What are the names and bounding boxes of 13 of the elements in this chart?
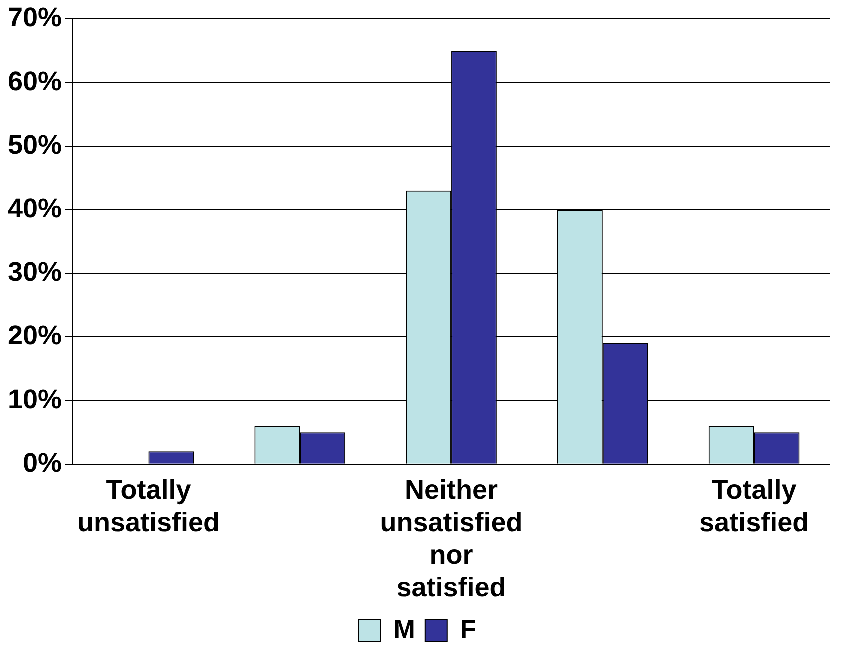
y-tick-label: 30% — [8, 257, 62, 288]
x-tick-label: Neither unsatisfied nor satisfied — [380, 475, 523, 602]
x-tick-label: Totally unsatisfied — [77, 475, 220, 538]
y-tick-label: 40% — [8, 193, 62, 224]
y-tick-label: 20% — [8, 320, 62, 351]
y-tick-label: 10% — [8, 384, 62, 414]
y-tick-label: 70% — [8, 2, 62, 33]
y-tick-label: 60% — [8, 66, 62, 96]
x-tick-label: Totally satisfied — [700, 475, 810, 538]
legend-label: M — [394, 614, 416, 644]
y-tick-label: 50% — [8, 130, 62, 160]
legend-label: F — [460, 614, 476, 644]
y-tick-label: 0% — [23, 448, 62, 478]
